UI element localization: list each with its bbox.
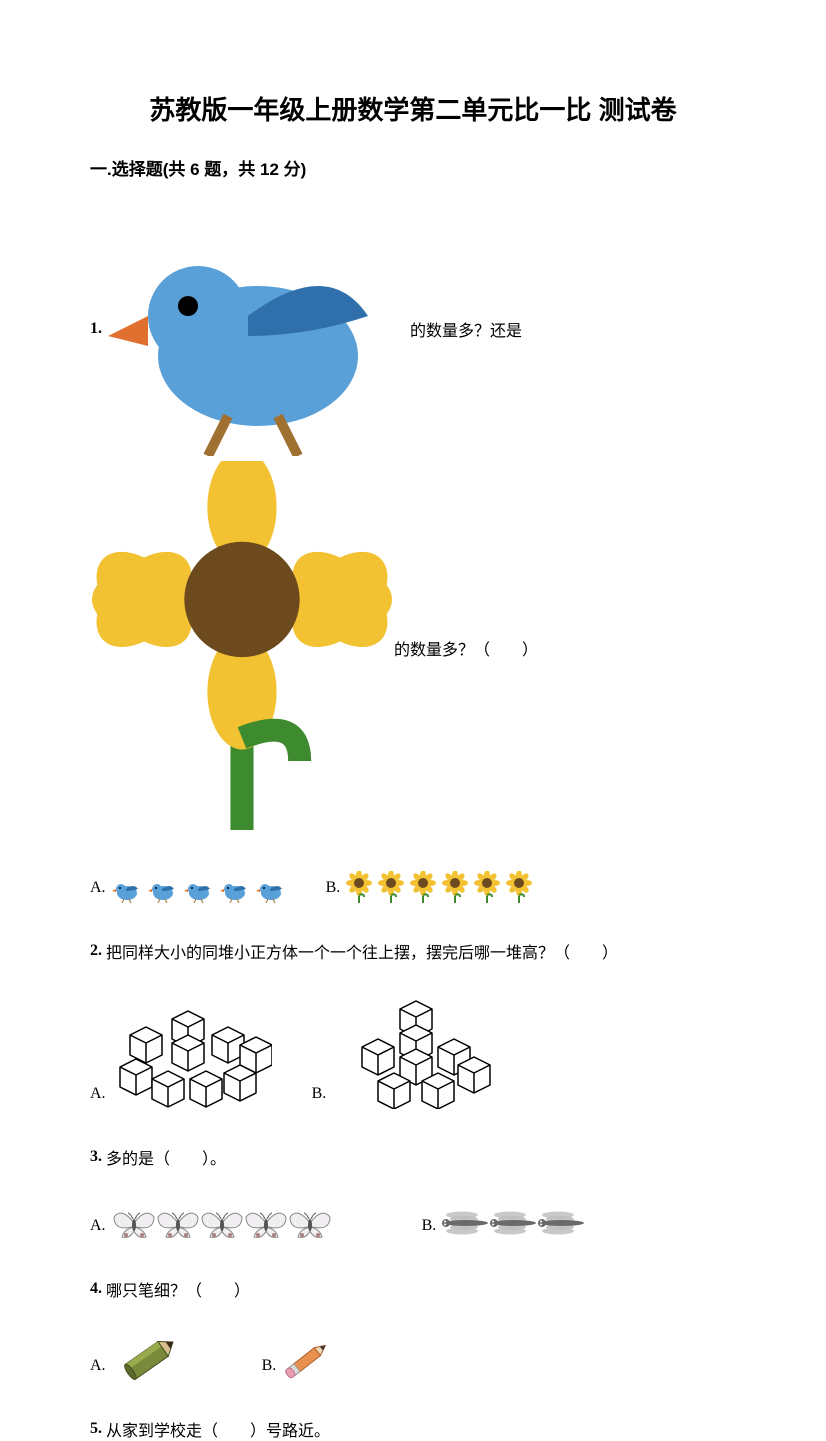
sunflower-icon xyxy=(92,461,392,835)
q3-optA-label: A. xyxy=(90,1217,106,1235)
q3-butterflies xyxy=(112,1207,332,1241)
q1-text-b: 的数量多？（ ） xyxy=(394,636,538,660)
bird-icon xyxy=(108,196,408,461)
q4-optB-label: B. xyxy=(262,1357,277,1375)
butterfly-icon xyxy=(200,1207,244,1241)
bird-icon xyxy=(148,877,178,903)
q3-option-b: B. xyxy=(422,1205,587,1241)
sunflower-icon xyxy=(506,871,532,903)
q3-optB-label: B. xyxy=(422,1217,437,1235)
cubes-icon-a xyxy=(112,999,272,1109)
question-3: 3. 多的是（ ）。 A. xyxy=(90,1145,736,1241)
question-5: 5. 从家到学校走（ ）号路近。 xyxy=(90,1417,736,1441)
bird-icon xyxy=(256,877,286,903)
sunflower-icon xyxy=(474,871,500,903)
sunflower-icon xyxy=(410,871,436,903)
section-1-header: 一.选择题(共 6 题，共 12 分) xyxy=(90,155,736,180)
sunflower-icon xyxy=(442,871,468,903)
q2-option-b: B. xyxy=(312,999,493,1109)
bird-icon xyxy=(112,877,142,903)
q1-optB-sunflowers xyxy=(346,871,532,903)
q5-number: 5. xyxy=(90,1420,102,1438)
q4-option-a: A. xyxy=(90,1337,182,1381)
q2-optA-label: A. xyxy=(90,1085,106,1103)
q4-number: 4. xyxy=(90,1280,102,1298)
butterfly-icon xyxy=(244,1207,288,1241)
q1-option-b: B. xyxy=(326,871,533,903)
q1-optB-label: B. xyxy=(326,879,341,897)
butterfly-icon xyxy=(288,1207,332,1241)
butterfly-icon xyxy=(156,1207,200,1241)
dragonfly-icon xyxy=(538,1205,586,1241)
q2-text: 把同样大小的同堆小正方体一个一个往上摆，摆完后哪一堆高？（ ） xyxy=(106,939,618,963)
q1-text-a: 的数量多？还是 xyxy=(410,317,522,341)
dragonfly-icon xyxy=(442,1205,490,1241)
q1-number: 1. xyxy=(90,320,102,338)
q3-text: 多的是（ ）。 xyxy=(106,1145,226,1169)
q4-option-b: B. xyxy=(262,1337,335,1381)
q3-option-a: A. xyxy=(90,1207,332,1241)
q3-dragonflies xyxy=(442,1205,586,1241)
q2-number: 2. xyxy=(90,942,102,960)
sunflower-icon xyxy=(346,871,372,903)
q2-optB-label: B. xyxy=(312,1085,327,1103)
question-4: 4. 哪只笔细？（ ） A. B. xyxy=(90,1277,736,1381)
q5-text: 从家到学校走（ ）号路近。 xyxy=(106,1417,330,1441)
pencil-b-icon xyxy=(282,1337,334,1381)
question-2: 2. 把同样大小的同堆小正方体一个一个往上摆，摆完后哪一堆高？（ ） A. xyxy=(90,939,736,1109)
dragonfly-icon xyxy=(490,1205,538,1241)
q1-optA-birds xyxy=(112,877,286,903)
cubes-icon-b xyxy=(332,999,492,1109)
q1-optA-label: A. xyxy=(90,879,106,897)
q3-number: 3. xyxy=(90,1148,102,1166)
q4-text: 哪只笔细？（ ） xyxy=(106,1277,250,1301)
page-title: 苏教版一年级上册数学第二单元比一比 测试卷 xyxy=(90,90,736,127)
bird-icon xyxy=(220,877,250,903)
question-1: 1. 的数量多？还是 xyxy=(90,196,736,903)
bird-icon xyxy=(184,877,214,903)
q4-optA-label: A. xyxy=(90,1357,106,1375)
q2-option-a: A. xyxy=(90,999,272,1109)
pencil-a-icon xyxy=(112,1337,182,1381)
butterfly-icon xyxy=(112,1207,156,1241)
q1-option-a: A. xyxy=(90,877,286,903)
sunflower-icon xyxy=(378,871,404,903)
